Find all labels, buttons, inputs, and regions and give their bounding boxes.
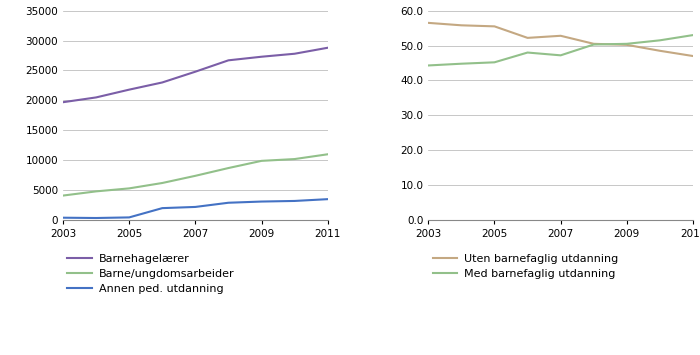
Legend: Uten barnefaglig utdanning, Med barnefaglig utdanning: Uten barnefaglig utdanning, Med barnefag…: [428, 250, 622, 283]
Legend: Barnehagelærer, Barne/ungdomsarbeider, Annen ped. utdanning: Barnehagelærer, Barne/ungdomsarbeider, A…: [63, 250, 239, 298]
